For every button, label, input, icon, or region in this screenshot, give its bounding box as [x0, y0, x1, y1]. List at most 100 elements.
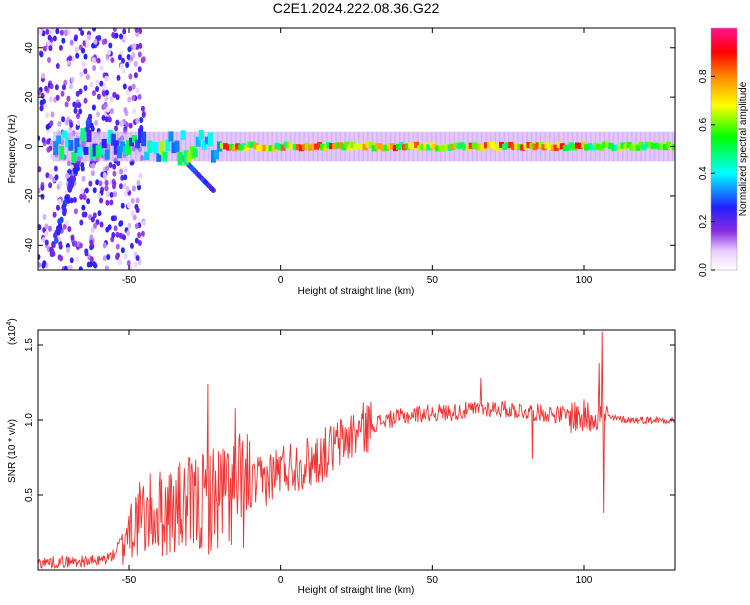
spectrogram-cell: [120, 202, 125, 209]
spectrogram-cell: [134, 237, 139, 244]
spectrogram-cell: [317, 141, 323, 149]
spectrogram-cell: [39, 51, 44, 58]
spectrogram-cell: [162, 151, 168, 162]
spectrogram-cell: [286, 142, 292, 149]
spectrogram-cell: [101, 138, 107, 149]
spectrogram-cell: [122, 145, 128, 157]
spectrogram-cell: [42, 45, 47, 52]
spectrogram-cell: [136, 184, 141, 191]
spectrogram-cell: [377, 143, 383, 150]
spectrogram-cell: [123, 190, 128, 197]
spectrogram-cell: [147, 140, 153, 154]
spectrogram-cell: [64, 189, 69, 196]
spectrogram-cell: [165, 139, 171, 152]
spectrogram-cell: [52, 35, 57, 42]
spectrogram-cell: [456, 143, 462, 150]
spectrogram-cell: [41, 72, 46, 79]
spectrogram-cell: [134, 223, 139, 230]
spectrogram-cell: [68, 55, 73, 62]
spectrogram-cell: [514, 143, 520, 150]
spectrogram-cell: [280, 144, 286, 151]
spectrogram-cell: [408, 142, 414, 149]
spectrogram-cell: [57, 223, 63, 230]
spectrogram-cell: [112, 91, 117, 98]
spectrogram-cell: [89, 239, 94, 246]
spectrogram-cell: [115, 243, 120, 250]
spectrogram-cell: [559, 143, 565, 150]
spectrogram-cell: [138, 128, 144, 143]
spectrogram-cell: [611, 144, 617, 152]
spectrogram-cell: [111, 232, 116, 239]
spectrogram-cell: [191, 168, 197, 174]
spectrogram-cell: [116, 74, 121, 81]
spectrogram-cell: [55, 204, 60, 211]
spectrogram-cell: [241, 143, 247, 150]
spectrogram-cell: [392, 144, 398, 152]
spectrogram-cell: [99, 64, 104, 71]
spectrogram-cell: [453, 142, 459, 149]
spectrogram-cell: [118, 220, 123, 227]
spectrogram-cell: [142, 220, 147, 227]
spectrogram-cell: [489, 142, 495, 149]
spectrogram-cell: [85, 73, 90, 80]
spectrogram-cell: [75, 52, 80, 59]
spectrogram-cell: [311, 143, 316, 150]
spectrogram-cell: [135, 117, 140, 124]
snr-multiplier-exp: 4: [6, 322, 13, 326]
spectrogram-cell: [402, 144, 407, 151]
spectrogram-cell: [320, 144, 326, 151]
spectrogram-cell: [91, 57, 96, 64]
spectrogram-cell: [480, 144, 486, 151]
spectrogram-cell: [76, 119, 81, 126]
spectrogram-cell: [314, 143, 320, 150]
spectrogram-cell: [389, 143, 395, 150]
spectrogram-cell: [137, 231, 142, 238]
spectrogram-cell: [92, 28, 97, 32]
spectrogram-cell: [125, 185, 130, 192]
spectrogram-cell: [326, 142, 332, 149]
spectrogram-cell: [626, 141, 632, 149]
spectrogram-cell: [123, 253, 128, 260]
spectrogram-cell: [298, 145, 304, 152]
spectrogram-cell: [207, 132, 213, 147]
spectrogram-cell: [80, 29, 85, 36]
y-tick-label: 40: [24, 42, 35, 54]
spectrogram-cell: [109, 108, 114, 115]
spectrogram-cell: [75, 256, 80, 263]
spectrogram-cell: [180, 130, 186, 141]
spectrogram-cell: [66, 95, 71, 102]
spectrogram-cell: [125, 140, 131, 155]
spectrogram-cell: [104, 116, 109, 123]
spectrogram-cell: [44, 230, 49, 237]
spectrogram-cell: [82, 194, 87, 201]
spectrogram-cell: [135, 139, 141, 149]
spectrogram-cell: [63, 79, 68, 86]
spectrogram-cell: [96, 111, 101, 118]
spectrogram-cell: [106, 49, 111, 56]
spectrogram-panel: -50 0 50 100 40 20 0 -20 -40 Height of straight…: [7, 27, 676, 297]
y-tick-label: -20: [24, 188, 35, 203]
spectrogram-cell: [122, 183, 127, 190]
spectrogram-cell: [97, 35, 102, 42]
spectrogram-cell: [126, 230, 131, 237]
spectrogram-cell: [81, 211, 86, 218]
spectrogram-cell: [132, 135, 138, 143]
spectrogram-cell: [136, 179, 141, 186]
spectrogram-cell: [438, 144, 444, 151]
spectrogram-cell: [153, 142, 159, 155]
spectrogram-cell: [107, 224, 112, 231]
spectrogram-cell: [109, 95, 114, 102]
spectrogram-cell: [189, 145, 195, 159]
spectrogram-cell: [45, 124, 50, 131]
spectrogram-cell: [171, 142, 177, 154]
spectrogram-cell: [137, 51, 142, 58]
spectrogram-cell: [103, 38, 108, 45]
spectrogram-cell: [112, 180, 117, 187]
spectrogram-cell: [83, 146, 89, 155]
spectrogram-cell: [47, 225, 52, 232]
spectrogram-cell: [198, 131, 205, 162]
spectrogram-cell: [141, 111, 146, 118]
colorbar-tick-label: 0.0: [698, 263, 709, 277]
spectrogram-cell: [129, 137, 134, 147]
spectrogram-cell: [304, 142, 310, 150]
